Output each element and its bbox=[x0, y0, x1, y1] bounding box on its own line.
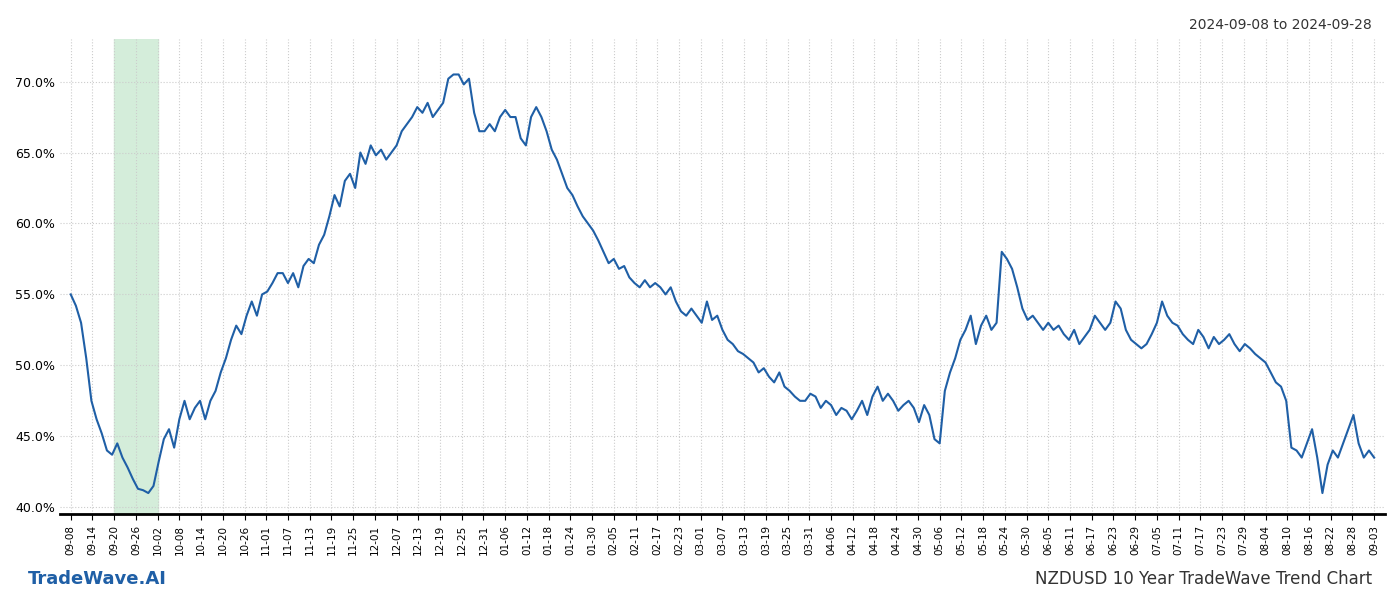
Text: NZDUSD 10 Year TradeWave Trend Chart: NZDUSD 10 Year TradeWave Trend Chart bbox=[1035, 570, 1372, 588]
Text: TradeWave.AI: TradeWave.AI bbox=[28, 570, 167, 588]
Text: 2024-09-08 to 2024-09-28: 2024-09-08 to 2024-09-28 bbox=[1189, 18, 1372, 32]
Bar bbox=[115, 39, 158, 514]
